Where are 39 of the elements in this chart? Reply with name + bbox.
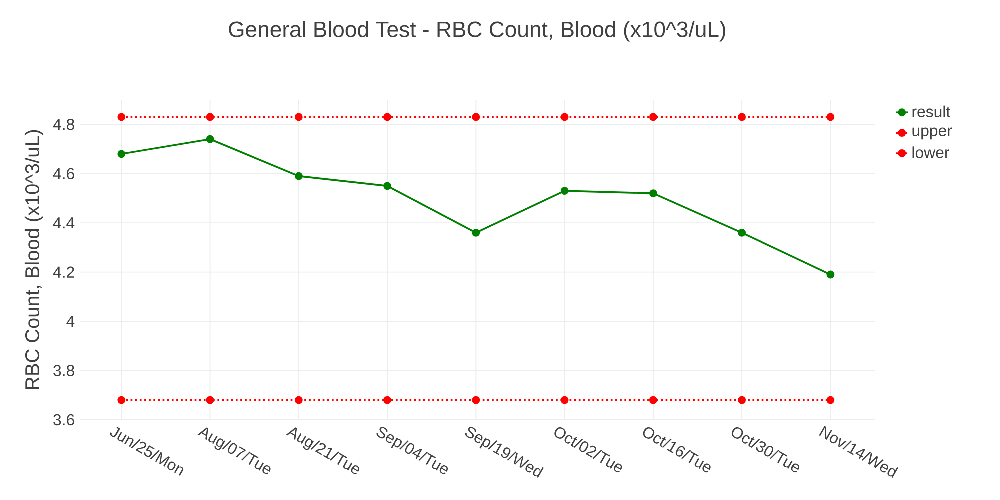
point	[738, 396, 746, 404]
y-tick-label: 4.2	[53, 266, 74, 278]
y-axis-title: RBC Count, Blood (x10^3/uL)	[24, 130, 44, 390]
point	[294, 172, 303, 180]
point	[294, 396, 303, 404]
point	[384, 396, 392, 404]
point	[472, 396, 480, 404]
point	[206, 113, 214, 122]
point	[206, 396, 214, 404]
y-tick-label: 3.8	[54, 365, 74, 376]
point	[294, 113, 303, 122]
point	[118, 113, 126, 122]
y-tick-label: 4.6	[53, 168, 74, 180]
legend-label: upper	[912, 128, 952, 140]
y-tick-label: 4.4	[53, 218, 75, 229]
point	[384, 113, 392, 122]
point	[560, 113, 569, 122]
point	[826, 396, 835, 404]
point	[472, 228, 480, 237]
point	[384, 182, 392, 190]
point	[649, 113, 658, 122]
point	[738, 113, 746, 122]
chart-title: General Blood Test - RBC Count, Blood (x10^3/uL)	[229, 21, 726, 42]
point	[560, 396, 569, 404]
point	[472, 113, 480, 122]
point	[649, 190, 658, 198]
y-tick-label: 4	[66, 316, 75, 328]
y-tick-label: 4.8	[53, 118, 74, 130]
point	[649, 396, 658, 404]
point	[738, 228, 746, 237]
legend-label: lower	[912, 146, 950, 158]
point	[118, 396, 126, 404]
y-tick-label: 3.6	[54, 414, 74, 426]
point	[826, 270, 835, 279]
legend-label: result	[912, 106, 951, 118]
point	[560, 187, 569, 196]
point	[118, 150, 126, 158]
point	[826, 113, 835, 122]
point	[206, 135, 214, 144]
